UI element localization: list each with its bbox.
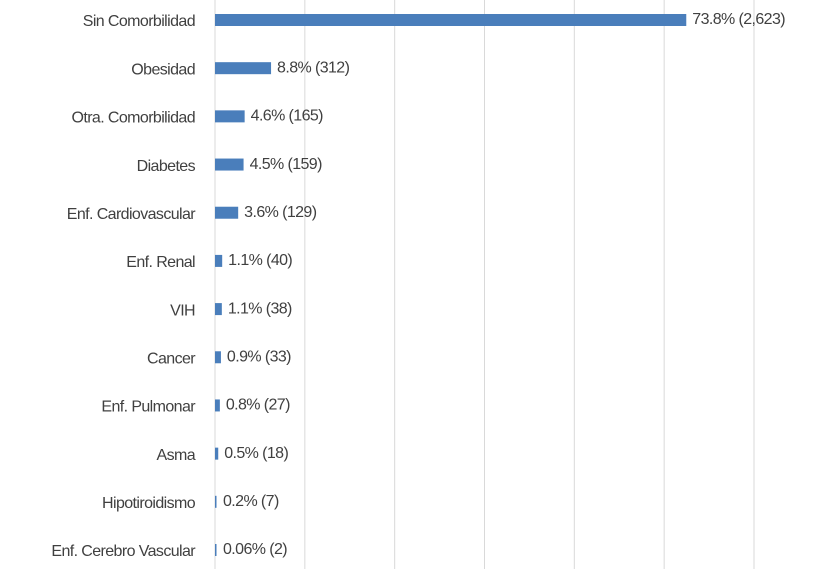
value-label: 3.6% (129) [244,204,317,221]
bar [215,544,217,556]
category-label: Asma [157,447,196,464]
bar [215,351,221,364]
bar [215,303,222,316]
value-label: 1.1% (40) [228,252,292,269]
value-label: 4.5% (159) [250,156,323,173]
bar [215,206,239,219]
bar [215,447,219,460]
category-label: Cancer [147,350,196,367]
value-label: 1.1% (38) [228,300,292,317]
bar [215,158,244,171]
category-label: Enf. Pulmonar [101,399,196,416]
bar [215,254,223,267]
bar [215,14,687,26]
value-label: 0.9% (33) [227,348,291,365]
value-label: 0.06% (2) [223,541,287,558]
category-label: Enf. Cardiovascular [67,206,196,223]
category-label: Hipotiroidismo [102,495,196,512]
bar [215,495,217,508]
value-label: 0.2% (7) [223,493,279,510]
bar [215,110,245,123]
category-label: Obesidad [131,61,195,78]
category-label: Diabetes [137,158,196,175]
value-label: 73.8% (2,623) [692,11,785,28]
value-label: 0.5% (18) [224,445,288,462]
category-label: VIH [170,302,195,319]
category-label: Otra. Comorbilidad [72,110,195,127]
bar [215,62,272,75]
value-label: 8.8% (312) [277,59,350,76]
value-label: 0.8% (27) [226,397,290,414]
category-label: Enf. Renal [126,254,195,271]
value-label: 4.6% (165) [251,108,324,125]
bar [215,399,220,412]
category-label: Sin Comorbilidad [83,13,195,30]
category-label: Enf. Cerebro Vascular [51,543,196,560]
